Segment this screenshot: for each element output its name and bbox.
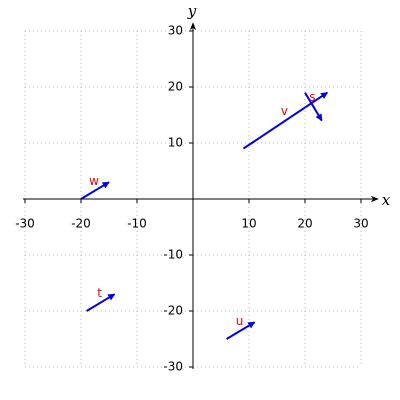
x-tick-label: 10 [241, 217, 256, 231]
vector-label: t [97, 286, 102, 300]
vector [304, 92, 323, 122]
x-tick-label: 20 [297, 217, 312, 231]
vector-label: v [281, 104, 288, 118]
y-tick-label: 20 [168, 80, 183, 94]
y-tick-label: 10 [168, 136, 183, 150]
y-tick-label: -10 [163, 248, 183, 262]
x-tick-label: 30 [353, 217, 368, 231]
y-tick-label: 30 [168, 24, 183, 38]
vector-label: w [89, 174, 99, 188]
vector-label: s [309, 90, 315, 104]
y-tick-label: -30 [163, 360, 183, 374]
vector [86, 293, 116, 312]
x-tick-label: -30 [15, 217, 35, 231]
vector [80, 181, 110, 200]
vector [242, 91, 328, 150]
y-axis-title: y [187, 2, 197, 20]
y-tick-label: -20 [163, 304, 183, 318]
x-tick-label: -20 [71, 217, 91, 231]
vectors: w v s t u [80, 90, 328, 340]
vector-label: u [236, 314, 244, 328]
x-axis-title: x [382, 191, 391, 209]
x-tick-label: -10 [127, 217, 147, 231]
vector [226, 321, 256, 340]
axes: -30 -20 -10 10 20 30 -30 -20 -10 10 20 30 [15, 22, 379, 374]
